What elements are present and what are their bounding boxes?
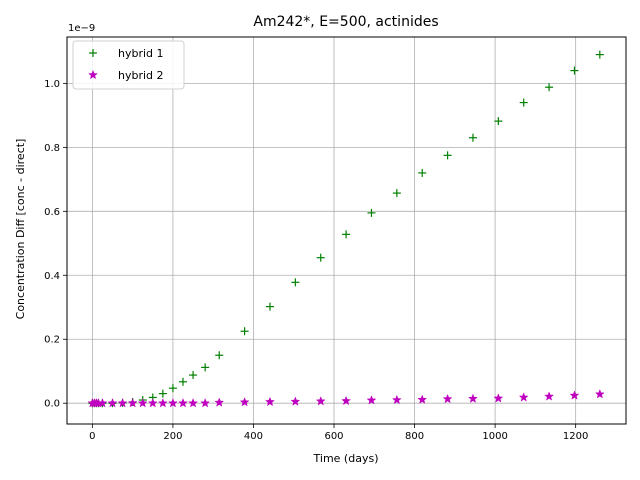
data-point: [570, 66, 579, 75]
data-point: [594, 389, 605, 399]
data-point: [595, 50, 604, 59]
data-point: [366, 395, 377, 405]
data-point: [545, 83, 554, 92]
data-point: [392, 189, 401, 198]
data-point: [316, 253, 325, 262]
y-tick-label: 0.4: [44, 271, 60, 282]
data-point: [544, 391, 555, 401]
axis-ticks: 0 200 400 600 800 1000 1200 0.0 0.2 0.4 0.6 0.8 1.0: [44, 79, 588, 442]
data-point: [215, 351, 224, 360]
data-point: [518, 392, 529, 402]
legend: hybrid 1 hybrid 2: [72, 40, 185, 90]
y-tick-label: 1.0: [44, 79, 60, 90]
data-point: [417, 394, 428, 404]
x-tick-label: 1000: [482, 431, 507, 442]
data-point: [290, 396, 301, 406]
data-marks: [87, 50, 605, 408]
data-point: [167, 398, 178, 408]
data-point: [418, 168, 427, 177]
x-tick-label: 1200: [563, 431, 588, 442]
x-tick-label: 0: [89, 431, 95, 442]
data-point: [240, 327, 249, 336]
data-point: [569, 390, 580, 400]
x-axis-label: Time (days): [313, 452, 379, 465]
data-point: [168, 384, 177, 393]
x-tick-label: 400: [244, 431, 263, 442]
data-point: [178, 398, 188, 408]
x-tick-label: 200: [163, 431, 182, 442]
data-point: [468, 133, 477, 142]
data-point: [367, 208, 376, 217]
legend-label: hybrid 1: [118, 47, 164, 60]
series-1: [88, 50, 604, 408]
data-point: [147, 398, 158, 408]
plot-area-frame: [66, 36, 627, 425]
legend-box: [72, 40, 185, 90]
y-scale-multiplier: 1e−9: [68, 23, 95, 34]
data-point: [107, 398, 118, 408]
chart-title: Am242*, E=500, actinides: [253, 14, 438, 30]
data-point: [493, 393, 504, 403]
data-point: [117, 398, 128, 408]
y-tick-label: 0.8: [44, 143, 60, 154]
y-tick-label: 0.0: [44, 399, 60, 410]
data-point: [97, 398, 108, 408]
data-point: [468, 393, 478, 403]
data-point: [178, 377, 187, 386]
x-tick-label: 800: [405, 431, 424, 442]
series-2: [87, 389, 605, 408]
grid: [67, 37, 626, 424]
data-point: [341, 395, 352, 406]
data-point: [239, 397, 250, 407]
data-point: [158, 389, 167, 398]
data-point: [214, 397, 225, 407]
data-point: [188, 398, 199, 408]
legend-label: hybrid 2: [118, 69, 164, 82]
data-point: [494, 117, 503, 126]
legend-marker: [88, 69, 98, 80]
data-point: [391, 394, 402, 405]
data-point: [342, 230, 351, 239]
data-point: [265, 396, 275, 407]
data-point: [201, 363, 210, 372]
data-point: [137, 398, 148, 408]
y-axis-label: Concentration Diff [conc - direct]: [14, 139, 27, 320]
data-point: [157, 398, 168, 408]
data-point: [291, 278, 300, 287]
data-point: [265, 302, 274, 311]
data-point: [127, 398, 138, 408]
y-tick-label: 0.6: [44, 207, 60, 218]
data-point: [443, 151, 452, 160]
x-tick-label: 600: [324, 431, 343, 442]
data-point: [200, 398, 211, 408]
legend-marker: [89, 49, 97, 57]
data-point: [442, 393, 453, 404]
data-point: [315, 396, 326, 406]
data-point: [519, 98, 528, 107]
data-point: [189, 371, 198, 380]
y-tick-label: 0.2: [44, 335, 60, 346]
